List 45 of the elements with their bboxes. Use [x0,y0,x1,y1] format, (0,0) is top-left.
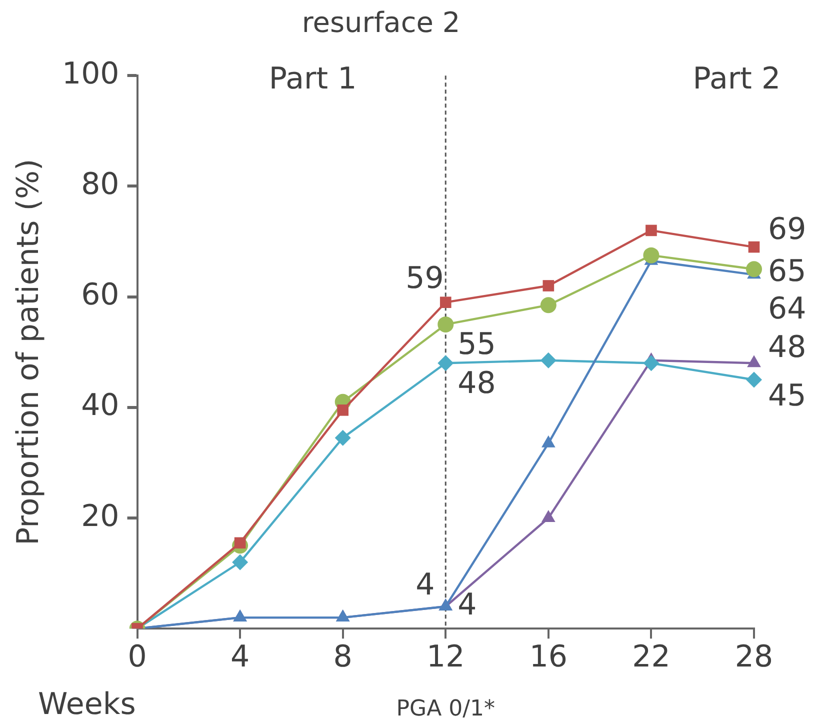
x-tick-label: 28 [734,639,774,674]
point [643,355,660,372]
text: Weeks [38,686,136,722]
x-tick-label: 4 [230,639,250,674]
x-tick-label: 12 [426,639,465,674]
point [542,280,554,292]
point [746,261,762,278]
data-label: 64 [768,291,806,326]
data-label: 59 [406,261,444,296]
point [540,352,556,368]
point [540,297,556,314]
y-tick-label: 60 [81,278,120,313]
y-tick-label: 20 [81,498,120,534]
y-axis-title: Proportion of patients (%) [10,158,46,546]
y-tick-label: 100 [62,56,120,92]
point [541,435,556,448]
chart-title: resurface 2 [302,6,460,40]
x-tick-label: 8 [333,639,352,674]
data-label: 4 [458,587,477,622]
x-axis-title: PGA 0/1* [396,696,496,722]
data-label: 48 [768,330,806,365]
point [334,430,351,446]
point [646,224,657,236]
point [232,554,248,570]
point [337,404,348,416]
annotation: Part 2 [692,61,781,96]
data-label: 55 [458,327,496,362]
data-label: 69 [768,212,806,247]
y-tick-label: 80 [81,166,120,202]
point [643,247,660,264]
data-label: 48 [458,366,496,401]
data-label: 45 [768,378,806,414]
point [748,241,760,253]
data-label: 65 [768,254,806,289]
point [541,510,556,522]
data-label: 4 [416,567,435,602]
point [438,355,454,372]
y-tick-label: 40 [81,388,120,424]
x-tick-label: 0 [128,639,147,674]
point [438,316,454,332]
point [440,296,452,308]
annotation: Part 1 [268,61,357,96]
x-tick-label: 16 [529,639,568,674]
point [746,372,762,388]
x-tick-label: 22 [632,639,670,674]
